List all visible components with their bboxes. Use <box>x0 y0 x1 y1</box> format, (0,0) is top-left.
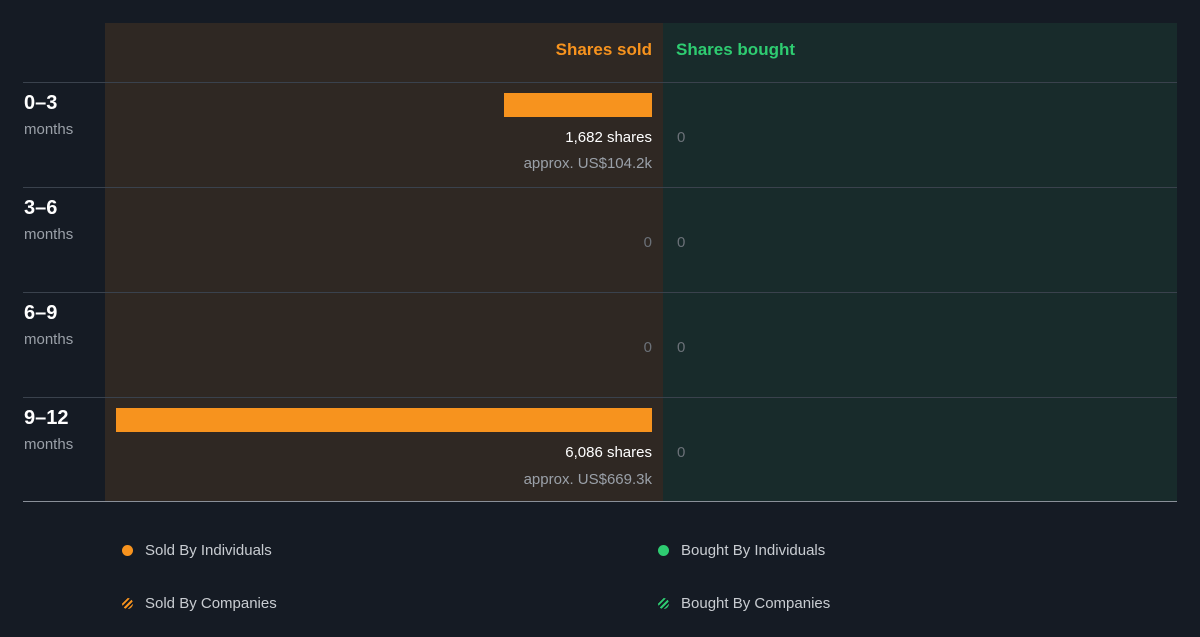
row-divider <box>23 292 1177 293</box>
orange-striped-dot-icon <box>122 598 133 609</box>
row-divider <box>23 82 1177 83</box>
sold-bar[interactable] <box>503 93 652 117</box>
period-label: 3–6 months <box>24 196 73 243</box>
legend-sold-individuals[interactable]: Sold By Individuals <box>122 542 272 559</box>
sold-bar[interactable] <box>116 408 652 432</box>
legend-label: Sold By Individuals <box>145 542 272 559</box>
chart-baseline <box>23 501 1177 502</box>
bought-zero-label: 0 <box>677 339 686 356</box>
row-divider <box>23 187 1177 188</box>
orange-dot-icon <box>122 545 133 556</box>
legend-label: Bought By Individuals <box>681 542 826 559</box>
green-dot-icon <box>658 545 669 556</box>
period-range: 0–3 <box>24 92 58 114</box>
green-striped-dot-icon <box>658 598 669 609</box>
sold-zero-label: 0 <box>643 339 652 356</box>
bought-zero-label: 0 <box>677 234 686 251</box>
sold-approx-label: approx. US$104.2k <box>523 155 652 172</box>
sold-approx-label: approx. US$669.3k <box>523 471 652 488</box>
period-range: 3–6 <box>24 197 58 219</box>
legend-bought-individuals[interactable]: Bought By Individuals <box>658 542 825 559</box>
period-unit: months <box>24 331 74 348</box>
shares-sold-header: Shares sold <box>555 40 652 59</box>
period-range: 9–12 <box>24 407 69 429</box>
period-label: 9–12 months <box>24 406 73 453</box>
period-label: 6–9 months <box>24 301 73 348</box>
legend-label: Bought By Companies <box>681 595 831 612</box>
bought-zero-label: 0 <box>677 444 686 461</box>
bought-panel <box>663 23 1177 501</box>
period-unit: months <box>24 121 74 138</box>
bought-zero-label: 0 <box>677 129 686 146</box>
sold-shares-label: 1,682 shares <box>565 129 652 146</box>
shares-bought-header: Shares bought <box>676 40 796 59</box>
period-unit: months <box>24 226 74 243</box>
period-unit: months <box>24 436 74 453</box>
legend-sold-companies[interactable]: Sold By Companies <box>122 595 277 612</box>
sold-shares-label: 6,086 shares <box>565 444 652 461</box>
legend-bought-companies[interactable]: Bought By Companies <box>658 595 830 612</box>
legend-label: Sold By Companies <box>145 595 277 612</box>
period-range: 6–9 <box>24 302 58 324</box>
sold-zero-label: 0 <box>643 234 652 251</box>
row-divider <box>23 397 1177 398</box>
period-label: 0–3 months <box>24 91 73 138</box>
